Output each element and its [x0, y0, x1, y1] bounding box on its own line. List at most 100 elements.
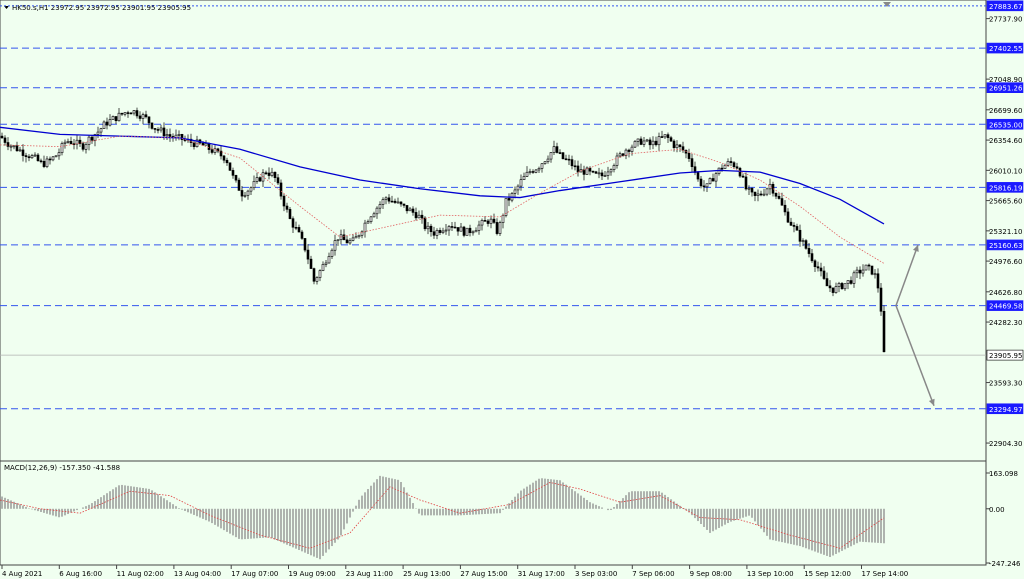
- macd-histogram: [0, 475, 885, 560]
- candle-body: [564, 158, 568, 161]
- level-label: 25816.19: [989, 184, 1022, 192]
- candle-body: [207, 143, 211, 150]
- level-tag: [986, 0, 1024, 12]
- candle-body: [66, 141, 70, 143]
- price-tick-label: 27048.90: [989, 76, 1022, 84]
- level-tag: [986, 300, 1024, 311]
- chart-shift-marker-icon[interactable]: [883, 2, 891, 7]
- candle-body: [192, 142, 196, 147]
- candle-body: [600, 172, 604, 177]
- candle-body: [876, 273, 880, 289]
- symbol-header[interactable]: HK50.s,H1 23972.95 23972.95 23901.95 239…: [4, 4, 191, 12]
- candle-body: [747, 187, 751, 190]
- time-tick-label: 15 Sep 12:00: [804, 570, 851, 578]
- candle-body: [636, 138, 640, 142]
- candle-body: [414, 212, 418, 219]
- candle-body: [75, 139, 79, 145]
- candle-body: [327, 256, 331, 264]
- candle-body: [228, 162, 232, 171]
- candle-body: [315, 277, 319, 282]
- level-label: 27402.55: [989, 45, 1022, 53]
- candle-body: [618, 153, 622, 157]
- candle-body: [663, 134, 667, 138]
- candle-body: [96, 131, 100, 135]
- candle-body: [666, 134, 670, 138]
- candle-body: [348, 240, 352, 244]
- level-label: 26951.26: [989, 85, 1023, 93]
- candle-body: [270, 171, 274, 176]
- time-tick-label: 13 Sep 10:00: [747, 570, 794, 578]
- candle-body: [678, 144, 682, 147]
- candle-body: [159, 127, 163, 131]
- candle-body: [795, 226, 799, 231]
- candle-body: [498, 222, 502, 234]
- candle-body: [672, 140, 676, 149]
- candle-body: [360, 231, 364, 236]
- time-tick-label: 27 Aug 15:00: [460, 570, 507, 578]
- candle-body: [699, 178, 703, 187]
- candle-body: [231, 170, 235, 176]
- candle-body: [237, 179, 241, 191]
- price-tick-label: 23593.30: [989, 380, 1022, 388]
- candle-body: [582, 169, 586, 175]
- candle-body: [99, 128, 103, 133]
- candle-body: [63, 141, 67, 144]
- candle-body: [342, 234, 346, 241]
- candle-body: [78, 139, 82, 144]
- level-label: 23294.97: [989, 406, 1022, 414]
- candle-body: [525, 171, 529, 177]
- candle-body: [483, 220, 487, 222]
- candle-body: [90, 136, 94, 141]
- candle-body: [675, 144, 679, 149]
- candle-body: [486, 220, 490, 224]
- price-tick-label: 25665.60: [989, 198, 1022, 206]
- candle-body: [462, 226, 466, 236]
- candle-body: [606, 171, 610, 176]
- main-plot-frame: [0, 0, 987, 462]
- candle-body: [825, 278, 829, 287]
- collapse-triangle-icon[interactable]: [4, 6, 9, 9]
- candle-body: [297, 227, 301, 233]
- projection-arrows[interactable]: [895, 244, 935, 407]
- candle-body: [444, 229, 448, 232]
- candle-body: [399, 201, 403, 205]
- candle-body: [246, 190, 250, 196]
- candle-body: [333, 240, 337, 251]
- candle-body: [84, 144, 88, 150]
- candle-body: [840, 283, 844, 290]
- candle-body: [363, 222, 367, 233]
- candle-body: [114, 116, 118, 122]
- candle-body: [108, 119, 112, 126]
- candle-body: [738, 167, 742, 177]
- candle-body: [102, 121, 106, 129]
- candle-body: [477, 224, 481, 231]
- level-label: 25160.63: [989, 242, 1022, 250]
- candle-body: [741, 175, 745, 178]
- candle-body: [750, 187, 754, 193]
- candle-body: [561, 152, 565, 160]
- candle-body: [837, 283, 841, 287]
- candle-body: [48, 158, 52, 161]
- candle-body: [111, 116, 115, 120]
- candle-body: [375, 207, 379, 215]
- candle-body: [609, 169, 613, 173]
- candle-body: [696, 172, 700, 180]
- candle-body: [354, 236, 358, 239]
- candle-body: [6, 142, 10, 147]
- candle-body: [585, 167, 589, 175]
- arrow-up-line: [895, 244, 919, 306]
- level-tag: [986, 42, 1024, 54]
- candle-body: [243, 194, 247, 197]
- candle-body: [591, 170, 595, 173]
- level-label: 24469.58: [989, 303, 1022, 311]
- candle-body: [210, 149, 214, 153]
- candle-body: [204, 143, 208, 146]
- arrow-up-head-icon: [912, 244, 919, 252]
- candle-body: [351, 237, 355, 241]
- candle-body: [852, 272, 856, 284]
- candle-body: [492, 218, 496, 223]
- candle-body: [282, 195, 286, 207]
- candle-body: [765, 188, 769, 195]
- candle-body: [18, 149, 22, 152]
